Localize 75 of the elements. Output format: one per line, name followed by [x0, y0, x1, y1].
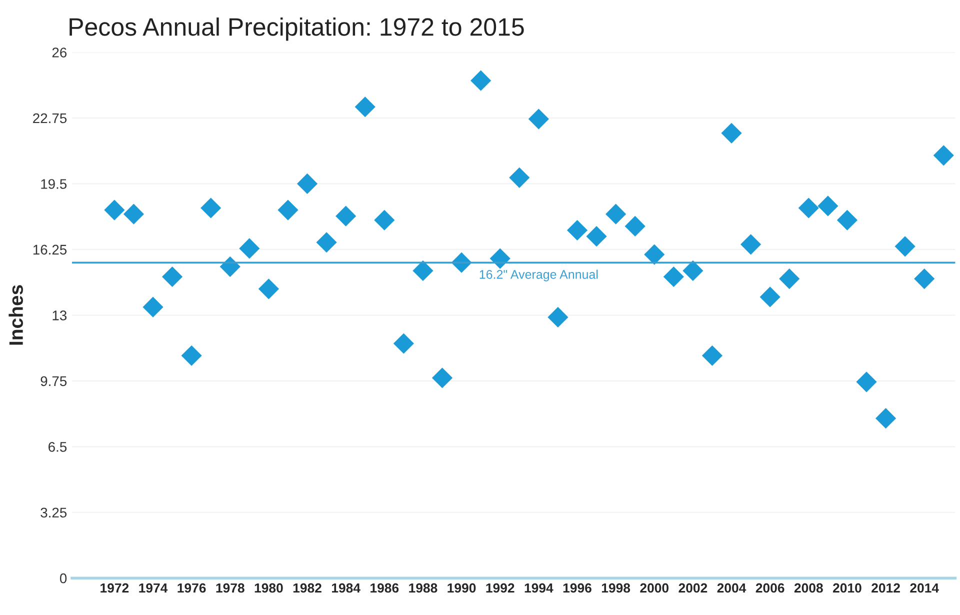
point: [528, 108, 549, 130]
y-tick-label: 16.25: [33, 244, 67, 255]
y-tick-label: 19.5: [41, 179, 67, 189]
point: [104, 200, 125, 220]
x-tick-label: 1974: [139, 583, 168, 593]
point: [721, 122, 742, 144]
y-tick-label: 3.25: [40, 508, 67, 518]
y-tick-label: 9.75: [40, 376, 67, 386]
point: [644, 244, 665, 265]
point: [316, 232, 337, 253]
point: [412, 260, 434, 281]
point: [836, 210, 858, 230]
x-tick-label: 1984: [332, 583, 360, 593]
point: [336, 206, 356, 226]
point: [875, 408, 896, 429]
x-tick-label: 1994: [524, 583, 554, 593]
ref-line-label: 16.2" Average Annual: [480, 270, 598, 282]
y-tick-label: 26: [52, 48, 67, 58]
x-tick-label: 2012: [872, 583, 900, 593]
point: [933, 145, 954, 166]
y-axis-title: Inches: [8, 285, 23, 345]
x-tick-label: 1988: [409, 583, 438, 593]
x-tick-label: 1996: [563, 583, 592, 593]
point: [162, 266, 183, 288]
point: [142, 296, 164, 318]
point: [798, 198, 819, 218]
x-tick-label: 1982: [293, 583, 322, 593]
x-tick-label: 1998: [602, 583, 630, 593]
x-tick-label: 2000: [640, 583, 669, 593]
point: [914, 268, 935, 290]
point: [200, 198, 222, 218]
point: [779, 268, 800, 290]
x-tick-label: 2008: [794, 583, 823, 593]
x-tick-label: 2010: [832, 583, 862, 593]
x-tick-label: 1976: [178, 583, 206, 593]
point: [354, 96, 376, 118]
x-tick-label: 2002: [678, 583, 708, 593]
point: [702, 345, 723, 366]
x-tick-label: 2006: [756, 583, 784, 593]
point: [682, 260, 704, 281]
point: [296, 173, 318, 194]
x-tick-label: 1992: [486, 583, 514, 593]
y-tick-label: 6.5: [48, 442, 67, 452]
point: [393, 333, 414, 354]
point: [894, 236, 916, 257]
point: [624, 216, 646, 236]
point: [123, 204, 144, 224]
x-tick-label: 1978: [216, 583, 244, 593]
x-tick-label: 1972: [100, 583, 129, 593]
point: [181, 345, 202, 366]
x-tick-label: 2004: [717, 583, 746, 593]
point: [760, 286, 780, 308]
point: [548, 306, 568, 328]
point: [606, 204, 626, 224]
y-tick-label: 13: [52, 310, 67, 320]
x-tick-label: 1980: [254, 583, 283, 593]
point: [239, 238, 260, 259]
x-tick-label: 1990: [448, 583, 476, 593]
y-tick-label: 0: [60, 573, 67, 584]
x-tick-label: 1986: [370, 583, 399, 593]
point: [258, 278, 279, 300]
point: [432, 368, 453, 388]
point: [856, 372, 877, 392]
point: [586, 226, 607, 247]
point: [278, 200, 298, 220]
point: [663, 266, 684, 288]
x-tick-label: 2014: [910, 583, 939, 593]
point: [566, 220, 588, 241]
point: [818, 196, 838, 216]
point: [374, 210, 395, 230]
y-tick-label: 22.75: [33, 113, 67, 124]
chart-title: Pecos Annual Precipitation: 1972 to 2015: [70, 17, 524, 41]
point: [740, 234, 762, 255]
point: [470, 70, 492, 91]
point: [509, 167, 530, 188]
